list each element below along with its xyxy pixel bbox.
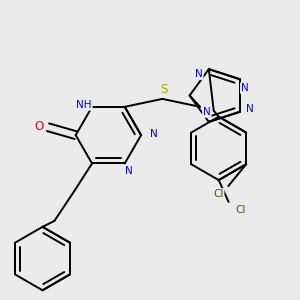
Text: Cl: Cl [235,205,246,215]
Text: N: N [125,167,133,176]
Text: N: N [203,107,211,117]
Text: S: S [161,83,168,97]
Text: NH: NH [76,100,92,110]
Text: N: N [241,83,249,93]
Text: O: O [34,120,44,133]
Text: Cl: Cl [213,189,224,199]
Text: N: N [150,129,158,139]
Text: N: N [195,69,203,79]
Text: N: N [246,104,254,114]
